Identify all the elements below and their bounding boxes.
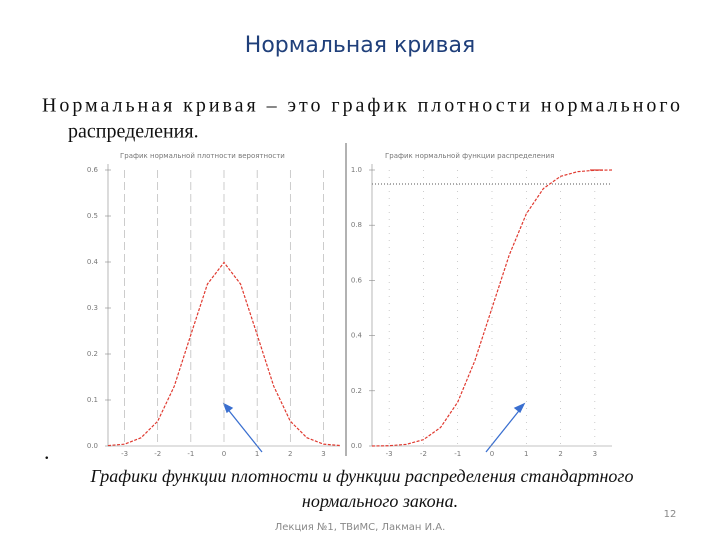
chart-title: График нормальной плотности вероятности (120, 152, 285, 160)
y-tick-label: 0.8 (351, 221, 362, 229)
y-tick-label: 0.4 (87, 258, 99, 266)
y-tick-label: 0.2 (351, 387, 362, 395)
x-tick-label: -2 (154, 450, 161, 458)
y-tick-label: 0.0 (351, 442, 362, 450)
caption: Графики функции плотности и функции расп… (90, 466, 634, 486)
y-tick-label: 0.3 (87, 304, 98, 312)
page-number: 12 (664, 509, 677, 520)
arrows (222, 402, 526, 453)
x-tick-label: -3 (121, 450, 128, 458)
y-tick-label: 0.2 (87, 350, 98, 358)
x-tick-label: -1 (187, 450, 194, 458)
x-tick-label: -1 (454, 450, 461, 458)
x-tick-label: -2 (420, 450, 427, 458)
chart-title: График нормальной функции распределения (385, 152, 554, 160)
x-tick-label: 1 (524, 450, 528, 458)
x-tick-label: 2 (288, 450, 292, 458)
y-tick-label: 0.0 (87, 442, 98, 450)
curve (107, 261, 341, 447)
y-tick-label: 0.1 (87, 396, 98, 404)
y-tick-label: 0.6 (87, 166, 99, 174)
bullet: . (44, 439, 50, 464)
y-tick-label: 0.5 (87, 212, 98, 220)
x-tick-label: 1 (255, 450, 259, 458)
x-tick-label: 3 (593, 450, 597, 458)
slide-title: Нормальная кривая (245, 33, 475, 58)
curve (371, 169, 613, 447)
x-tick-label: 2 (558, 450, 562, 458)
y-tick-label: 0.6 (351, 276, 363, 284)
caption: нормального закона. (302, 491, 458, 511)
chart-area (100, 143, 620, 456)
x-tick-label: -3 (386, 450, 393, 458)
x-tick-label: 0 (490, 450, 494, 458)
y-tick-label: 1.0 (351, 166, 362, 174)
body-text: распределения. (68, 121, 199, 143)
body-text: Нормальная кривая – это график плотности… (42, 95, 680, 117)
x-tick-label: 3 (321, 450, 325, 458)
footer: Лекция №1, ТВиМС, Лакман И.А. (275, 522, 446, 533)
x-tick-label: 0 (222, 450, 226, 458)
y-tick-label: 0.4 (351, 332, 363, 340)
